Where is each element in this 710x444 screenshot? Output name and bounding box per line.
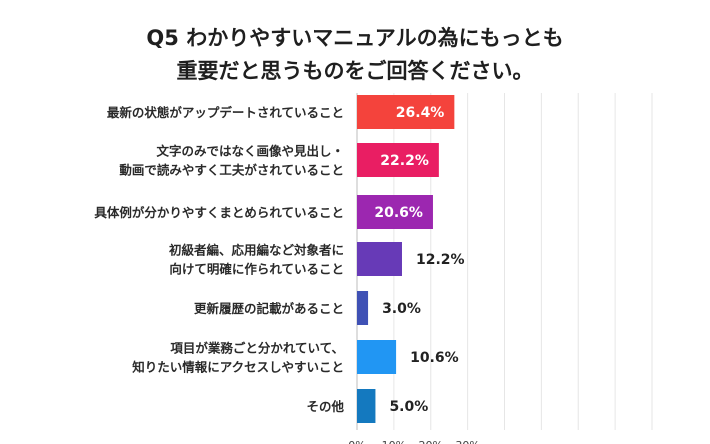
bar (357, 95, 455, 129)
x-tick-label: 10% (382, 439, 406, 444)
bar (357, 242, 402, 276)
category-label: 具体例が分かりやすくまとめられていること (93, 205, 344, 220)
category-label: 最新の状態がアップデートされていること (107, 105, 344, 120)
data-label: 5.0% (389, 399, 428, 415)
x-tick-label: 20% (419, 439, 443, 444)
data-label: 26.4% (396, 105, 445, 121)
category-label: 向けて明確に作られていること (169, 262, 344, 277)
data-label: 3.0% (382, 301, 421, 317)
category-label: その他 (306, 399, 344, 414)
category-label: 更新履歴の記載があること (194, 301, 344, 316)
category-label: 文字のみではなく画像や見出し・ (156, 144, 344, 159)
category-label: 初級者編、応用編など対象者に (169, 243, 344, 258)
category-label: 動画で読みやすく工夫がされていること (119, 163, 344, 178)
data-label: 22.2% (380, 153, 429, 169)
bar (357, 389, 376, 423)
category-label: 知りたい情報にアクセスしやすいこと (131, 360, 344, 375)
category-label: 項目が業務ごと分かれていて、 (170, 341, 344, 356)
data-label: 20.6% (374, 205, 423, 221)
chart-title-line-1: Q5 わかりやすいマニュアルの為にもっとも (146, 26, 564, 50)
bar (357, 143, 439, 177)
data-label: 12.2% (416, 252, 465, 268)
x-tick-label: 0% (348, 439, 365, 444)
bar (357, 195, 433, 229)
bar (357, 340, 397, 374)
chart-title-line-2: 重要だと思うものをご回答ください。 (176, 59, 534, 83)
bar (357, 291, 369, 325)
data-label: 10.6% (410, 350, 459, 366)
x-tick-label: 30% (455, 439, 479, 444)
